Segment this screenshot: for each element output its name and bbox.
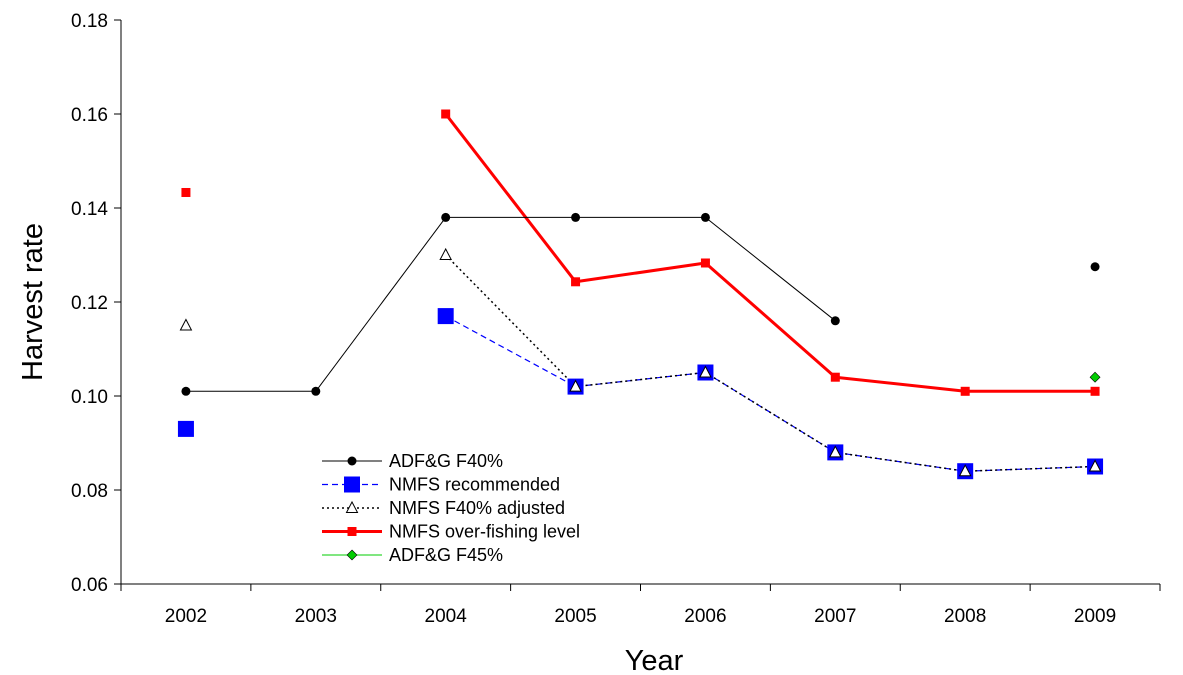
data-point bbox=[311, 386, 321, 396]
series-line-segment bbox=[445, 315, 576, 388]
x-tick-label: 2008 bbox=[944, 606, 986, 627]
data-point bbox=[179, 318, 193, 331]
legend-marker bbox=[346, 549, 358, 561]
x-tick-label: 2003 bbox=[295, 606, 337, 627]
y-tick-label: 0.16 bbox=[71, 105, 108, 126]
y-tick-label: 0.08 bbox=[71, 481, 108, 502]
data-point bbox=[441, 109, 451, 119]
axes bbox=[120, 20, 1160, 585]
data-point bbox=[700, 212, 710, 222]
data-point bbox=[571, 212, 581, 222]
x-tick-label: 2004 bbox=[425, 606, 468, 627]
data-point bbox=[181, 386, 191, 396]
legend-label: NMFS F40% adjusted bbox=[389, 498, 565, 518]
x-tick-label: 2006 bbox=[684, 606, 726, 627]
legend: ADF&G F40% NMFS recommended NMFS F40% adju… bbox=[322, 451, 580, 565]
data-point bbox=[1089, 371, 1101, 383]
data-point bbox=[828, 445, 842, 458]
data-point bbox=[439, 247, 453, 260]
series-line-segment bbox=[705, 371, 836, 454]
x-tick-label: 2007 bbox=[814, 606, 856, 627]
data-point bbox=[1088, 459, 1102, 472]
x-axis-title: Year bbox=[625, 645, 684, 675]
series-line-segment bbox=[445, 254, 577, 388]
data-point bbox=[441, 212, 451, 222]
legend-marker bbox=[344, 476, 360, 493]
series-line-segment bbox=[704, 261, 837, 379]
series-markers bbox=[177, 109, 1104, 480]
legend-label: NMFS recommended bbox=[389, 475, 560, 495]
series-line-segment bbox=[575, 261, 706, 284]
data-point bbox=[571, 277, 581, 287]
data-point bbox=[958, 464, 972, 477]
series-line-segment bbox=[575, 371, 706, 388]
legend-marker bbox=[347, 456, 357, 466]
x-tick-label: 2002 bbox=[165, 606, 207, 627]
y-axis-title: Harvest rate bbox=[17, 223, 49, 381]
data-point bbox=[437, 308, 454, 325]
y-tick-label: 0.10 bbox=[71, 387, 108, 408]
y-tick-label: 0.14 bbox=[71, 199, 108, 220]
x-tick-label: 2009 bbox=[1074, 606, 1116, 627]
legend-marker bbox=[345, 500, 359, 513]
series-line-segment bbox=[965, 465, 1096, 472]
data-point bbox=[700, 258, 710, 268]
y-tick-label: 0.06 bbox=[71, 575, 108, 596]
y-ticks: 0.06 0.08 0.10 0.12 0.14 0.16 0.18 bbox=[71, 11, 121, 596]
data-point bbox=[830, 372, 840, 382]
series-lines bbox=[185, 113, 1096, 472]
legend-label: ADF&G F40% bbox=[389, 451, 503, 471]
series-line-segment bbox=[315, 217, 447, 392]
series-line-segment bbox=[705, 217, 836, 322]
data-point bbox=[830, 316, 840, 326]
data-point bbox=[1090, 262, 1100, 272]
y-tick-label: 0.18 bbox=[71, 11, 108, 32]
legend-label: ADF&G F45% bbox=[389, 545, 503, 565]
legend-label: NMFS over-fishing level bbox=[389, 522, 580, 542]
x-tick-label: 2005 bbox=[554, 606, 596, 627]
data-point bbox=[181, 187, 191, 197]
series-line-segment bbox=[835, 375, 966, 393]
x-ticks: 2002 2003 2004 2005 2006 2007 2008 2009 bbox=[120, 584, 1161, 627]
data-point bbox=[699, 365, 712, 378]
legend-marker bbox=[347, 527, 357, 536]
data-point bbox=[960, 386, 970, 396]
data-point bbox=[177, 420, 194, 437]
data-point bbox=[1090, 386, 1100, 396]
y-tick-label: 0.12 bbox=[71, 293, 108, 314]
series-line-segment bbox=[444, 113, 577, 283]
series-line-segment bbox=[835, 451, 966, 472]
data-point bbox=[569, 379, 582, 392]
